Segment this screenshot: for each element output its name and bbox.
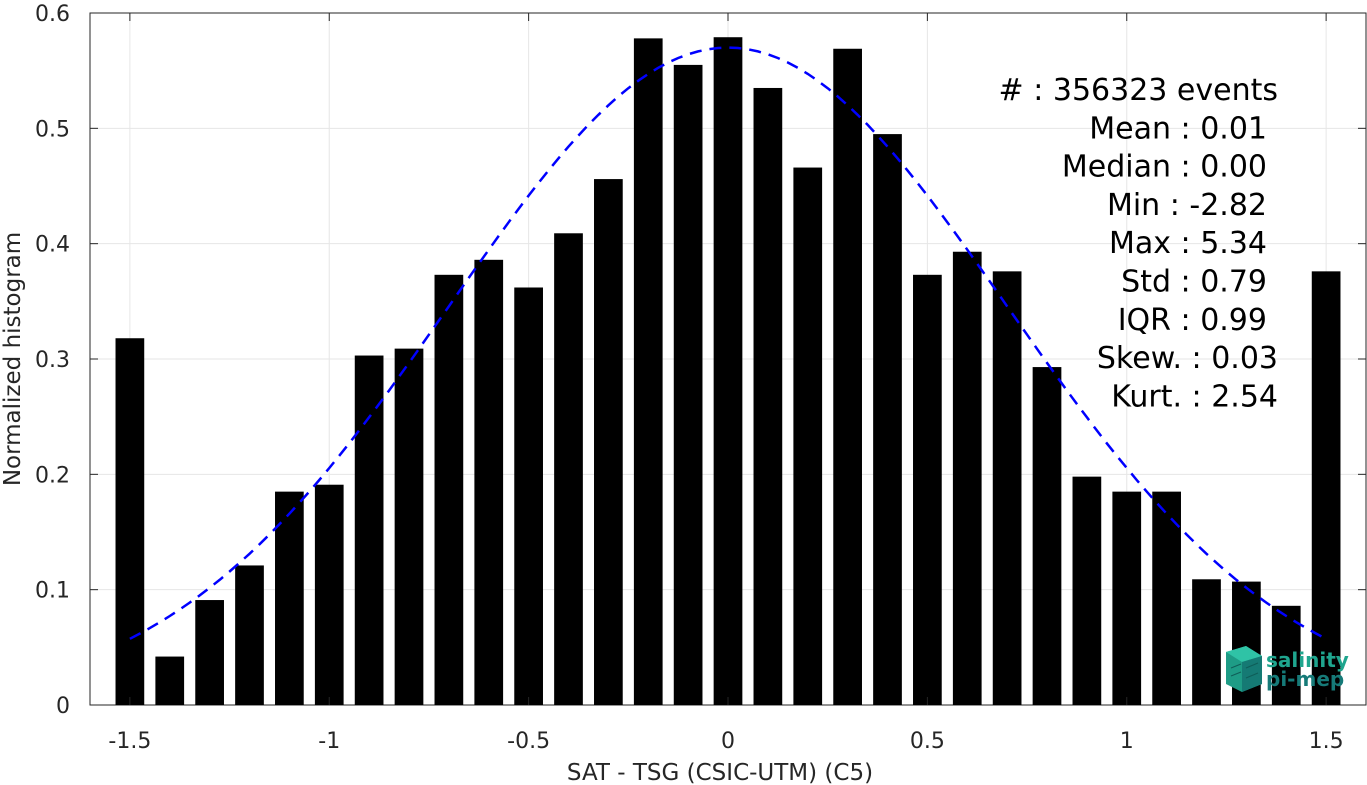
histogram-bar [115,338,145,705]
histogram-bar [1032,367,1062,705]
histogram-bar [314,484,344,705]
histogram-bar [673,64,703,705]
y-tick-label: 0.5 [35,117,70,142]
histogram-bar [155,656,185,705]
histogram-bar [554,233,583,705]
stats-line: Std : 0.79 [1121,265,1267,300]
histogram-bar [434,274,464,705]
histogram-bar [633,38,663,705]
logo-line1: salinity [1266,648,1349,672]
histogram-bar [833,48,862,705]
stats-line: Kurt. : 2.54 [1111,379,1278,414]
histogram-bar [394,348,424,705]
histogram-bar [1311,271,1341,705]
logo-line2: pi-mep [1266,667,1344,691]
x-tick-label: -1.5 [108,729,151,754]
histogram-bar [1112,491,1142,705]
histogram-bar [873,134,902,706]
salinity-pi-mep-logo: salinity pi-mep [1226,646,1349,692]
histogram-bar [514,287,543,705]
stats-line: Skew. : 0.03 [1097,341,1278,376]
stats-line: Min : -2.82 [1107,188,1267,223]
stats-line: Max : 5.34 [1109,226,1267,261]
histogram-bar [952,251,982,706]
histogram-bar [594,179,623,705]
histogram-bar [195,600,224,705]
y-tick-label: 0 [56,694,70,719]
y-tick-label: 0.3 [35,348,70,373]
histogram-bar [1192,579,1221,705]
gaussian-fit-curve [129,46,1327,640]
histogram-bar [992,271,1022,705]
y-tick-label: 0.2 [35,463,70,488]
y-tick-label: 0.1 [35,579,70,604]
stats-line: # : 356323 events [999,73,1278,108]
logo-cube-icon [1226,646,1262,692]
y-tick-label: 0.6 [35,2,70,27]
histogram-bar [1072,476,1102,705]
ticks: -1.5 -1 -0.5 0 0.5 1 1.5 0 0.1 0.2 0.3 0.4 0.5 0.6 [35,2,1366,754]
histogram-bar [753,87,783,705]
stats-line: Median : 0.00 [1062,150,1267,185]
histogram-bar [275,491,304,705]
y-axis-label: Normalized histogram [0,232,26,486]
stats-line: Mean : 0.01 [1089,111,1267,146]
stats-line: IQR : 0.99 [1118,303,1267,338]
x-tick-label: 1 [1120,729,1134,754]
histogram-bar [713,37,743,706]
histogram-bar [235,565,264,705]
histogram-bar [1152,491,1181,705]
x-tick-label: 0.5 [910,729,945,754]
histogram-bar [474,259,504,705]
histogram-bar [793,167,823,706]
x-axis-label: SAT - TSG (CSIC-UTM) (C5) [567,760,873,785]
bars [115,37,1341,706]
x-tick-label: -1 [318,729,340,754]
y-tick-label: 0.4 [35,233,70,258]
x-tick-label: 0 [721,729,735,754]
histogram-bar [354,355,384,705]
x-tick-label: -0.5 [507,729,550,754]
histogram-bar [913,274,942,705]
x-tick-label: 1.5 [1309,729,1344,754]
